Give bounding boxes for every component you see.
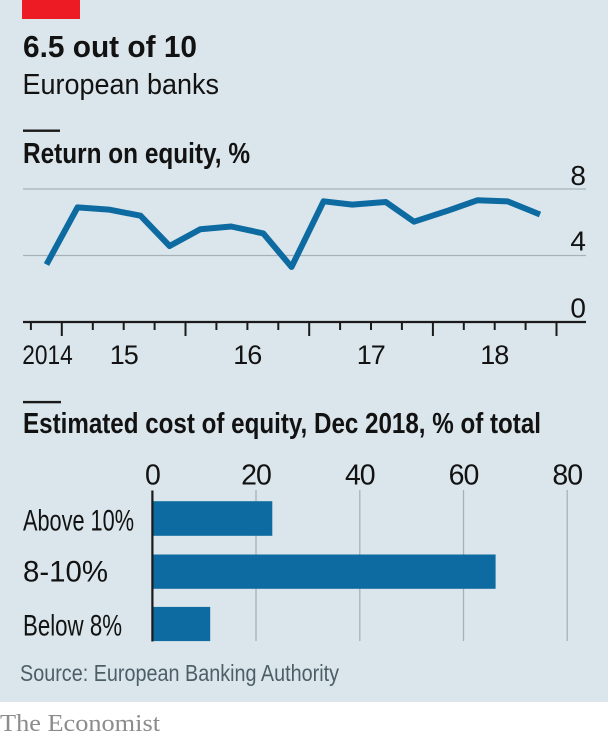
svg-text:40: 40 bbox=[345, 459, 375, 491]
svg-text:8-10%: 8-10% bbox=[23, 556, 108, 589]
svg-text:20: 20 bbox=[241, 459, 271, 491]
svg-text:Source: European Banking Autho: Source: European Banking Authority bbox=[20, 660, 339, 686]
svg-text:European banks: European banks bbox=[23, 69, 220, 101]
svg-text:Below 8%: Below 8% bbox=[23, 610, 122, 643]
svg-text:80: 80 bbox=[552, 459, 582, 491]
svg-text:Above 10%: Above 10% bbox=[23, 505, 134, 538]
svg-text:8: 8 bbox=[570, 160, 586, 191]
svg-text:The Economist: The Economist bbox=[0, 711, 160, 737]
svg-text:Return on equity, %: Return on equity, % bbox=[23, 138, 250, 170]
svg-text:6.5 out of 10: 6.5 out of 10 bbox=[23, 29, 197, 64]
svg-text:0: 0 bbox=[145, 459, 160, 491]
svg-text:16: 16 bbox=[233, 340, 261, 370]
svg-text:0: 0 bbox=[570, 293, 586, 324]
svg-text:18: 18 bbox=[480, 340, 508, 370]
svg-text:60: 60 bbox=[449, 459, 479, 491]
svg-text:4: 4 bbox=[570, 226, 586, 257]
svg-text:Estimated cost of equity, Dec: Estimated cost of equity, Dec 2018, % of… bbox=[23, 408, 541, 440]
svg-text:17: 17 bbox=[357, 340, 385, 370]
svg-text:15: 15 bbox=[110, 340, 138, 370]
svg-text:2014: 2014 bbox=[22, 340, 73, 370]
